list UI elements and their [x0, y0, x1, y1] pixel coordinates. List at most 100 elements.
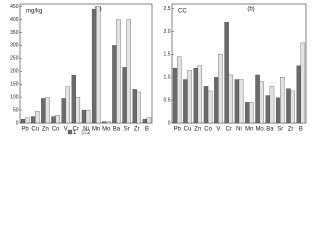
- bar: [31, 116, 36, 124]
- x-tick-label: Co: [204, 127, 212, 133]
- x-tick-label: Mo: [255, 127, 264, 133]
- bar: [218, 54, 223, 124]
- bar: [55, 115, 60, 124]
- chart-title: (b): [247, 7, 254, 13]
- bar: [296, 65, 301, 124]
- bar: [265, 95, 271, 124]
- bar: [142, 118, 148, 124]
- y-tick-label: 250: [10, 56, 19, 62]
- x-tick-label: Zn: [194, 127, 201, 133]
- bar: [193, 67, 198, 124]
- bar: [122, 67, 127, 124]
- bar: [96, 6, 101, 124]
- bar: [65, 86, 70, 124]
- bar: [126, 19, 131, 124]
- bar: [280, 77, 285, 124]
- y-tick-label: 1.0: [164, 75, 171, 81]
- bar: [20, 118, 26, 124]
- y-tick-label: 400: [10, 17, 19, 23]
- bar: [234, 79, 240, 124]
- x-tick-label: V: [216, 127, 220, 133]
- y-tick-label: 2.0: [164, 29, 171, 35]
- bar: [85, 109, 91, 124]
- y-axis-title: CC: [178, 9, 187, 15]
- x-tick-label: Ba: [113, 127, 121, 133]
- legend-swatch: [81, 129, 87, 135]
- bar: [71, 74, 76, 124]
- bar: [187, 70, 192, 124]
- bar: [61, 98, 66, 124]
- y-tick-label: 150: [10, 82, 19, 88]
- chart: 050100150200250300350400450(a)mg/kgPbCuZ…: [10, 3, 307, 136]
- bar: [197, 65, 203, 124]
- bar: [51, 116, 56, 124]
- bar: [259, 81, 264, 124]
- x-tick-label: Mn: [245, 127, 253, 133]
- x-tick-label: Cu: [184, 127, 192, 133]
- y-tick-label: 0: [16, 120, 19, 126]
- bar: [112, 45, 117, 124]
- bar: [41, 98, 46, 124]
- bar: [91, 9, 97, 124]
- x-tick-label: Pb: [173, 127, 181, 133]
- bar: [75, 96, 81, 124]
- x-tick-label: B: [299, 127, 303, 133]
- bar: [224, 22, 229, 124]
- x-tick-label: Cr: [226, 127, 232, 133]
- y-tick-label: 50: [13, 107, 19, 113]
- bar: [106, 121, 111, 124]
- y-tick-label: 200: [10, 69, 19, 75]
- y-tick-label: 300: [10, 43, 19, 49]
- bar: [102, 121, 107, 124]
- x-tick-label: Mn: [92, 127, 100, 133]
- bar: [255, 74, 260, 124]
- x-tick-label: Ni: [83, 127, 89, 133]
- y-axis-title: mg/kg: [26, 9, 42, 15]
- x-tick-label: Mo: [102, 127, 111, 133]
- bar: [116, 19, 121, 124]
- bar: [286, 88, 291, 124]
- x-tick-label: Ba: [266, 127, 274, 133]
- legend-label: 2: [87, 130, 91, 136]
- bar: [172, 67, 178, 124]
- bar: [183, 79, 188, 124]
- bar: [177, 56, 182, 124]
- bar: [290, 90, 295, 124]
- bar: [132, 89, 137, 124]
- x-tick-label: Zr: [134, 127, 140, 133]
- y-tick-label: 0.5: [164, 97, 171, 103]
- bar: [81, 109, 87, 124]
- x-tick-label: Sr: [277, 127, 283, 133]
- bar: [24, 117, 30, 124]
- x-tick-label: Zn: [42, 127, 49, 133]
- bar: [214, 77, 219, 124]
- bar: [203, 86, 209, 124]
- x-tick-label: Ni: [236, 127, 242, 133]
- y-tick-label: 0: [168, 120, 171, 126]
- bar: [146, 117, 152, 124]
- bar: [275, 97, 281, 124]
- bar: [207, 90, 213, 124]
- y-tick-label: 2.5: [164, 6, 171, 12]
- x-tick-label: Cr: [73, 127, 79, 133]
- bar: [238, 79, 244, 124]
- legend-swatch: [67, 129, 73, 135]
- bar: [45, 96, 50, 124]
- plot-frame: [19, 3, 153, 124]
- y-tick-label: 100: [10, 94, 19, 100]
- x-tick-label: Pb: [21, 127, 29, 133]
- x-tick-label: Co: [52, 127, 60, 133]
- x-tick-label: B: [145, 127, 149, 133]
- bar: [35, 111, 40, 124]
- y-tick-label: 350: [10, 30, 19, 36]
- bar: [249, 102, 254, 124]
- x-tick-label: Cu: [31, 127, 39, 133]
- legend-label: 1: [73, 130, 77, 136]
- x-tick-label: Sr: [124, 127, 130, 133]
- x-tick-label: Zr: [288, 127, 294, 133]
- bar: [245, 102, 250, 124]
- y-tick-label: 1.5: [164, 52, 171, 58]
- bar: [269, 86, 275, 124]
- y-tick-label: 450: [10, 4, 19, 10]
- bar: [300, 42, 306, 124]
